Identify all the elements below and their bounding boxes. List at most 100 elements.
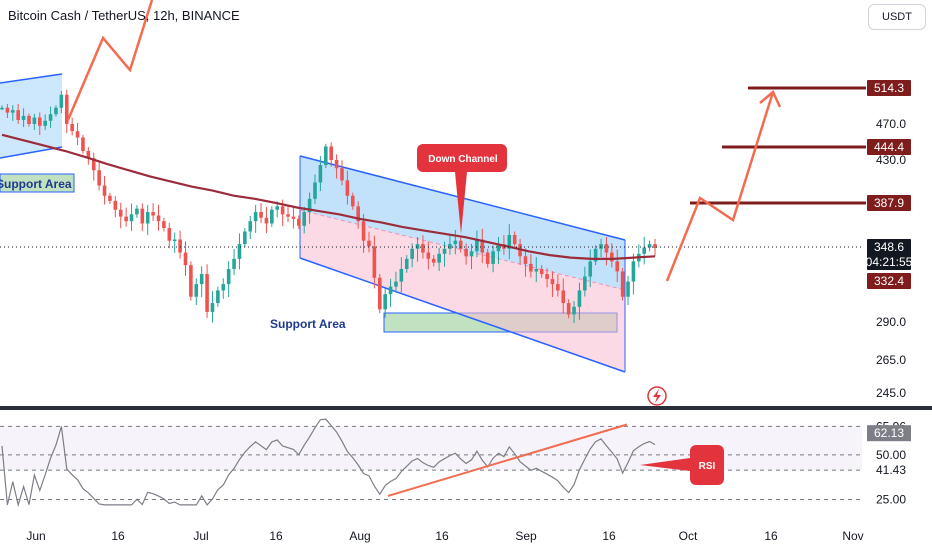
price-tag: 444.4 <box>867 139 911 155</box>
candle <box>10 110 15 113</box>
candle <box>32 117 37 124</box>
candle <box>91 158 96 171</box>
candle <box>415 244 420 249</box>
candle <box>0 107 4 110</box>
candle <box>253 212 258 222</box>
candle <box>70 124 74 132</box>
candle <box>97 170 101 186</box>
candle <box>399 268 404 282</box>
candle <box>286 214 290 217</box>
x-tick-label: Sep <box>515 529 537 543</box>
candle <box>529 263 533 272</box>
rsi-band <box>0 426 862 471</box>
candle <box>48 114 53 121</box>
currency-button[interactable]: USDT <box>868 4 926 30</box>
rsi-callout <box>640 445 724 485</box>
projection-arrow-path <box>665 91 775 282</box>
candle <box>394 281 398 287</box>
candle <box>485 252 490 264</box>
candle <box>507 234 512 249</box>
candle <box>410 248 414 259</box>
price-tag-bg <box>867 80 911 96</box>
candle <box>307 198 312 213</box>
candle <box>135 208 139 215</box>
left-channel-fill <box>0 74 62 158</box>
candle <box>291 216 296 219</box>
candle <box>302 212 307 226</box>
x-tick-label: 16 <box>111 529 125 543</box>
candle <box>216 290 220 304</box>
candle <box>383 294 387 310</box>
down-channel-label: Down Channel <box>428 154 498 165</box>
x-tick-label: 16 <box>764 529 778 543</box>
candle <box>372 246 377 278</box>
candle <box>248 221 253 232</box>
candle <box>275 206 280 210</box>
candle <box>577 290 582 307</box>
x-tick-label: 16 <box>269 529 283 543</box>
price-tag-bg <box>867 239 911 255</box>
candle <box>377 277 382 310</box>
candle <box>297 218 301 226</box>
x-tick-label: Jun <box>26 529 45 543</box>
candle <box>43 120 47 126</box>
candle <box>523 256 528 264</box>
candle <box>539 268 544 275</box>
flash-icon-bolt <box>653 389 661 403</box>
candle <box>334 160 339 169</box>
x-tick-label: Nov <box>842 529 863 543</box>
price-tag-value: 444.4 <box>874 140 904 154</box>
x-tick-label: 16 <box>435 529 449 543</box>
down-channel-upper-fill <box>300 156 625 290</box>
left-channel-top <box>0 73 63 84</box>
x-tick-label: Jul <box>193 529 208 543</box>
price-tag-bg <box>867 195 911 211</box>
moving-average-line <box>1 133 656 260</box>
candle <box>140 208 145 224</box>
price-tick-label: 430.0 <box>876 153 906 167</box>
candle <box>264 217 269 224</box>
candle <box>572 306 576 315</box>
x-tick-label: 16 <box>602 529 616 543</box>
candle <box>16 110 20 120</box>
candle <box>270 209 274 224</box>
candle <box>329 146 333 160</box>
candle <box>458 240 463 249</box>
price-tag: 514.3 <box>867 80 911 96</box>
price-axis: 470.0 430.0 290.0 265.0 245.0 514.3 444.4 387.9… <box>866 80 913 400</box>
candle <box>118 209 123 217</box>
candle <box>243 231 247 245</box>
candle <box>631 261 636 282</box>
candle <box>588 261 593 277</box>
candle <box>324 146 328 166</box>
candle <box>534 268 539 272</box>
price-tag-value: 348.6 <box>874 240 904 254</box>
rsi-current-tag <box>867 425 911 442</box>
candle <box>129 214 134 222</box>
price-tag-value: 332.4 <box>874 274 904 288</box>
x-tick-label: Oct <box>679 529 698 543</box>
candle <box>626 281 630 297</box>
candle <box>178 239 182 253</box>
candle <box>442 248 447 254</box>
price-tag: 387.9 <box>867 195 911 211</box>
candle <box>183 252 188 266</box>
candle <box>367 240 371 247</box>
candle <box>647 244 652 248</box>
candle <box>205 274 209 312</box>
candle <box>172 239 177 242</box>
rsi-line <box>1 418 656 508</box>
candle <box>566 303 571 315</box>
candle <box>583 276 587 291</box>
candles <box>0 89 657 323</box>
candle <box>318 165 323 183</box>
candle <box>593 248 598 262</box>
candle <box>620 271 625 297</box>
chart-title: Bitcoin Cash / TetherUS, 12h, BINANCE <box>8 8 240 23</box>
candle <box>340 168 344 181</box>
x-axis: Jun 16 Jul 16 Aug 16 Sep 16 Oct 16 Nov <box>26 529 863 543</box>
candle <box>162 221 166 229</box>
down-channel-callout <box>417 144 507 234</box>
